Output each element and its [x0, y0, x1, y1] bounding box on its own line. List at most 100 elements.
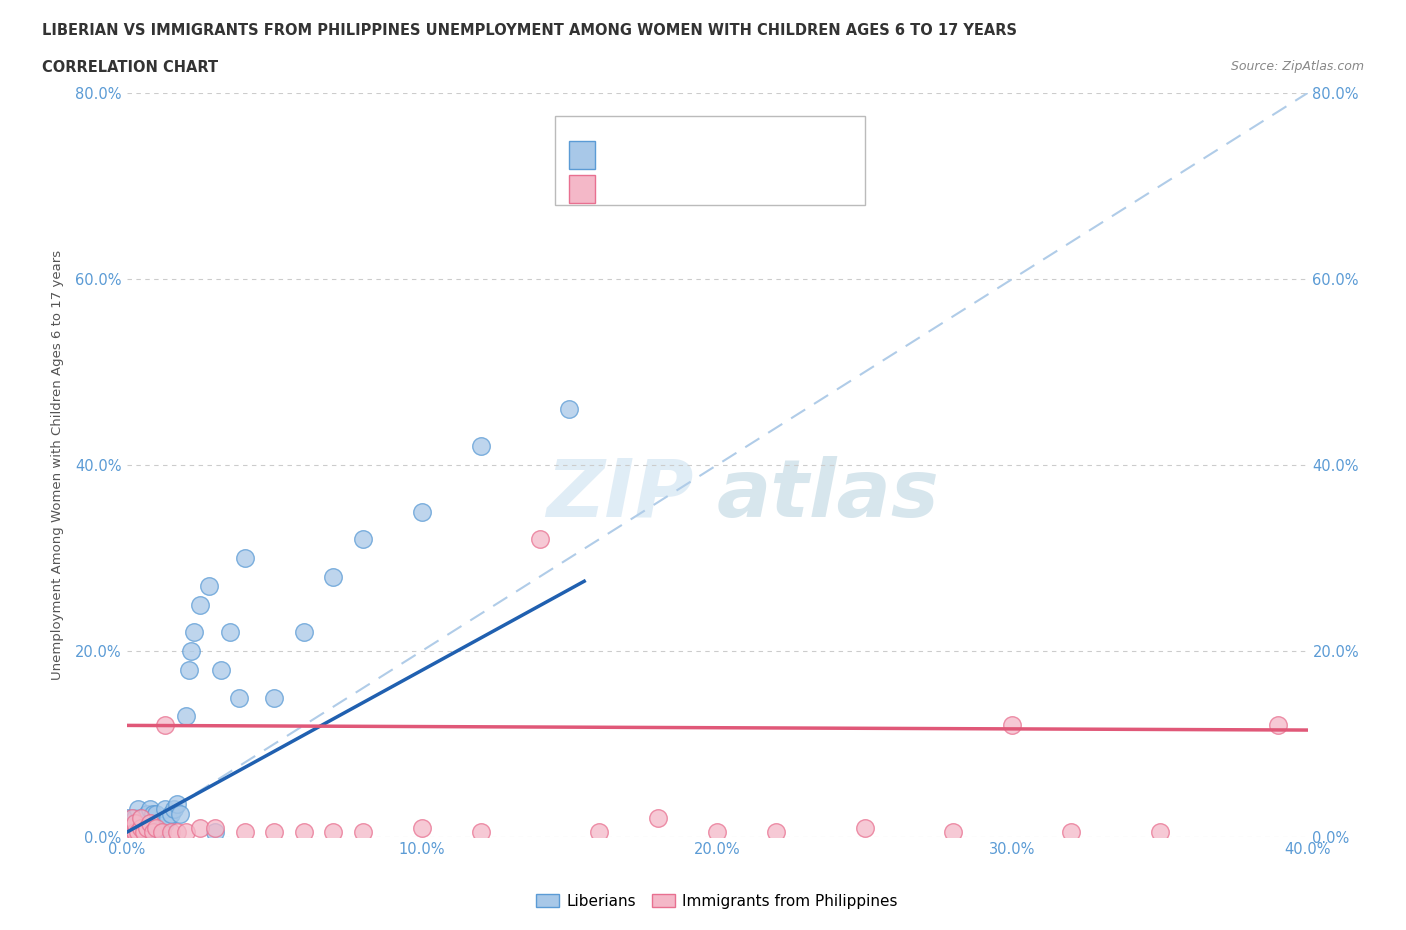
Point [121, 820, 143, 835]
Point [136, 820, 159, 835]
Point [150, 825, 173, 840]
Point [129, 811, 153, 826]
Point [470, 439, 492, 454]
Point [411, 504, 433, 519]
Point [121, 811, 143, 826]
Point [352, 532, 374, 547]
Point [118, 825, 141, 840]
Point [145, 825, 167, 840]
Point [292, 825, 315, 840]
Point [153, 718, 176, 733]
Point [204, 825, 226, 840]
Point [411, 820, 433, 835]
Text: CORRELATION CHART: CORRELATION CHART [42, 60, 218, 75]
Point [209, 662, 232, 677]
Point [150, 820, 173, 835]
Point [470, 825, 492, 840]
Point [136, 816, 159, 830]
Point [115, 825, 138, 840]
Point [115, 825, 138, 840]
Point [124, 811, 146, 826]
Point [942, 825, 965, 840]
Point [124, 825, 146, 840]
Point [352, 825, 374, 840]
Point [145, 820, 167, 835]
Point [183, 625, 205, 640]
Point [322, 825, 344, 840]
Point [228, 690, 250, 705]
Point [115, 820, 138, 835]
Point [121, 811, 143, 826]
Point [127, 802, 149, 817]
Text: R = -0.007   N = 39: R = -0.007 N = 39 [606, 176, 769, 191]
Point [134, 825, 156, 840]
Point [263, 690, 285, 705]
Point [166, 825, 188, 840]
Point [166, 797, 188, 812]
Point [129, 811, 153, 826]
Point [127, 825, 149, 840]
Point [124, 816, 146, 830]
Point [159, 806, 183, 821]
Point [121, 820, 143, 835]
Point [145, 806, 167, 821]
Point [159, 825, 183, 840]
Point [198, 578, 221, 593]
Point [145, 816, 167, 830]
Point [129, 820, 153, 835]
Point [124, 820, 146, 835]
Point [134, 825, 156, 840]
Point [156, 811, 179, 826]
Point [188, 820, 211, 835]
Text: ZIP: ZIP [546, 456, 693, 534]
Point [588, 825, 610, 840]
Text: atlas: atlas [717, 456, 939, 534]
Point [1267, 718, 1289, 733]
Point [142, 820, 165, 835]
Legend: Liberians, Immigrants from Philippines: Liberians, Immigrants from Philippines [530, 887, 904, 915]
Point [136, 825, 159, 840]
Point [177, 662, 200, 677]
Point [127, 816, 149, 830]
Point [204, 820, 226, 835]
Point [322, 569, 344, 584]
Point [129, 820, 153, 835]
Point [233, 551, 256, 565]
Point [233, 825, 256, 840]
Point [153, 802, 176, 817]
Point [706, 825, 728, 840]
Point [136, 806, 159, 821]
Point [1060, 825, 1083, 840]
Point [124, 825, 146, 840]
Point [1001, 718, 1024, 733]
Y-axis label: Unemployment Among Women with Children Ages 6 to 17 years: Unemployment Among Women with Children A… [51, 250, 63, 680]
Point [163, 802, 186, 817]
Point [1149, 825, 1171, 840]
Point [115, 811, 138, 826]
Point [292, 625, 315, 640]
Point [118, 816, 141, 830]
Point [188, 597, 211, 612]
Point [153, 816, 176, 830]
Point [174, 709, 197, 724]
Text: Source: ZipAtlas.com: Source: ZipAtlas.com [1230, 60, 1364, 73]
Point [134, 820, 156, 835]
Point [529, 532, 551, 547]
Point [169, 806, 191, 821]
Point [558, 402, 581, 417]
Point [127, 825, 149, 840]
Point [263, 825, 285, 840]
Point [219, 625, 242, 640]
Point [139, 802, 162, 817]
Point [180, 644, 202, 658]
Point [174, 825, 197, 840]
Point [129, 825, 153, 840]
Point [118, 825, 141, 840]
Point [853, 820, 876, 835]
Point [142, 825, 165, 840]
Point [647, 811, 669, 826]
Point [142, 806, 165, 821]
Text: LIBERIAN VS IMMIGRANTS FROM PHILIPPINES UNEMPLOYMENT AMONG WOMEN WITH CHILDREN A: LIBERIAN VS IMMIGRANTS FROM PHILIPPINES … [42, 23, 1017, 38]
Point [139, 816, 162, 830]
Point [765, 825, 787, 840]
